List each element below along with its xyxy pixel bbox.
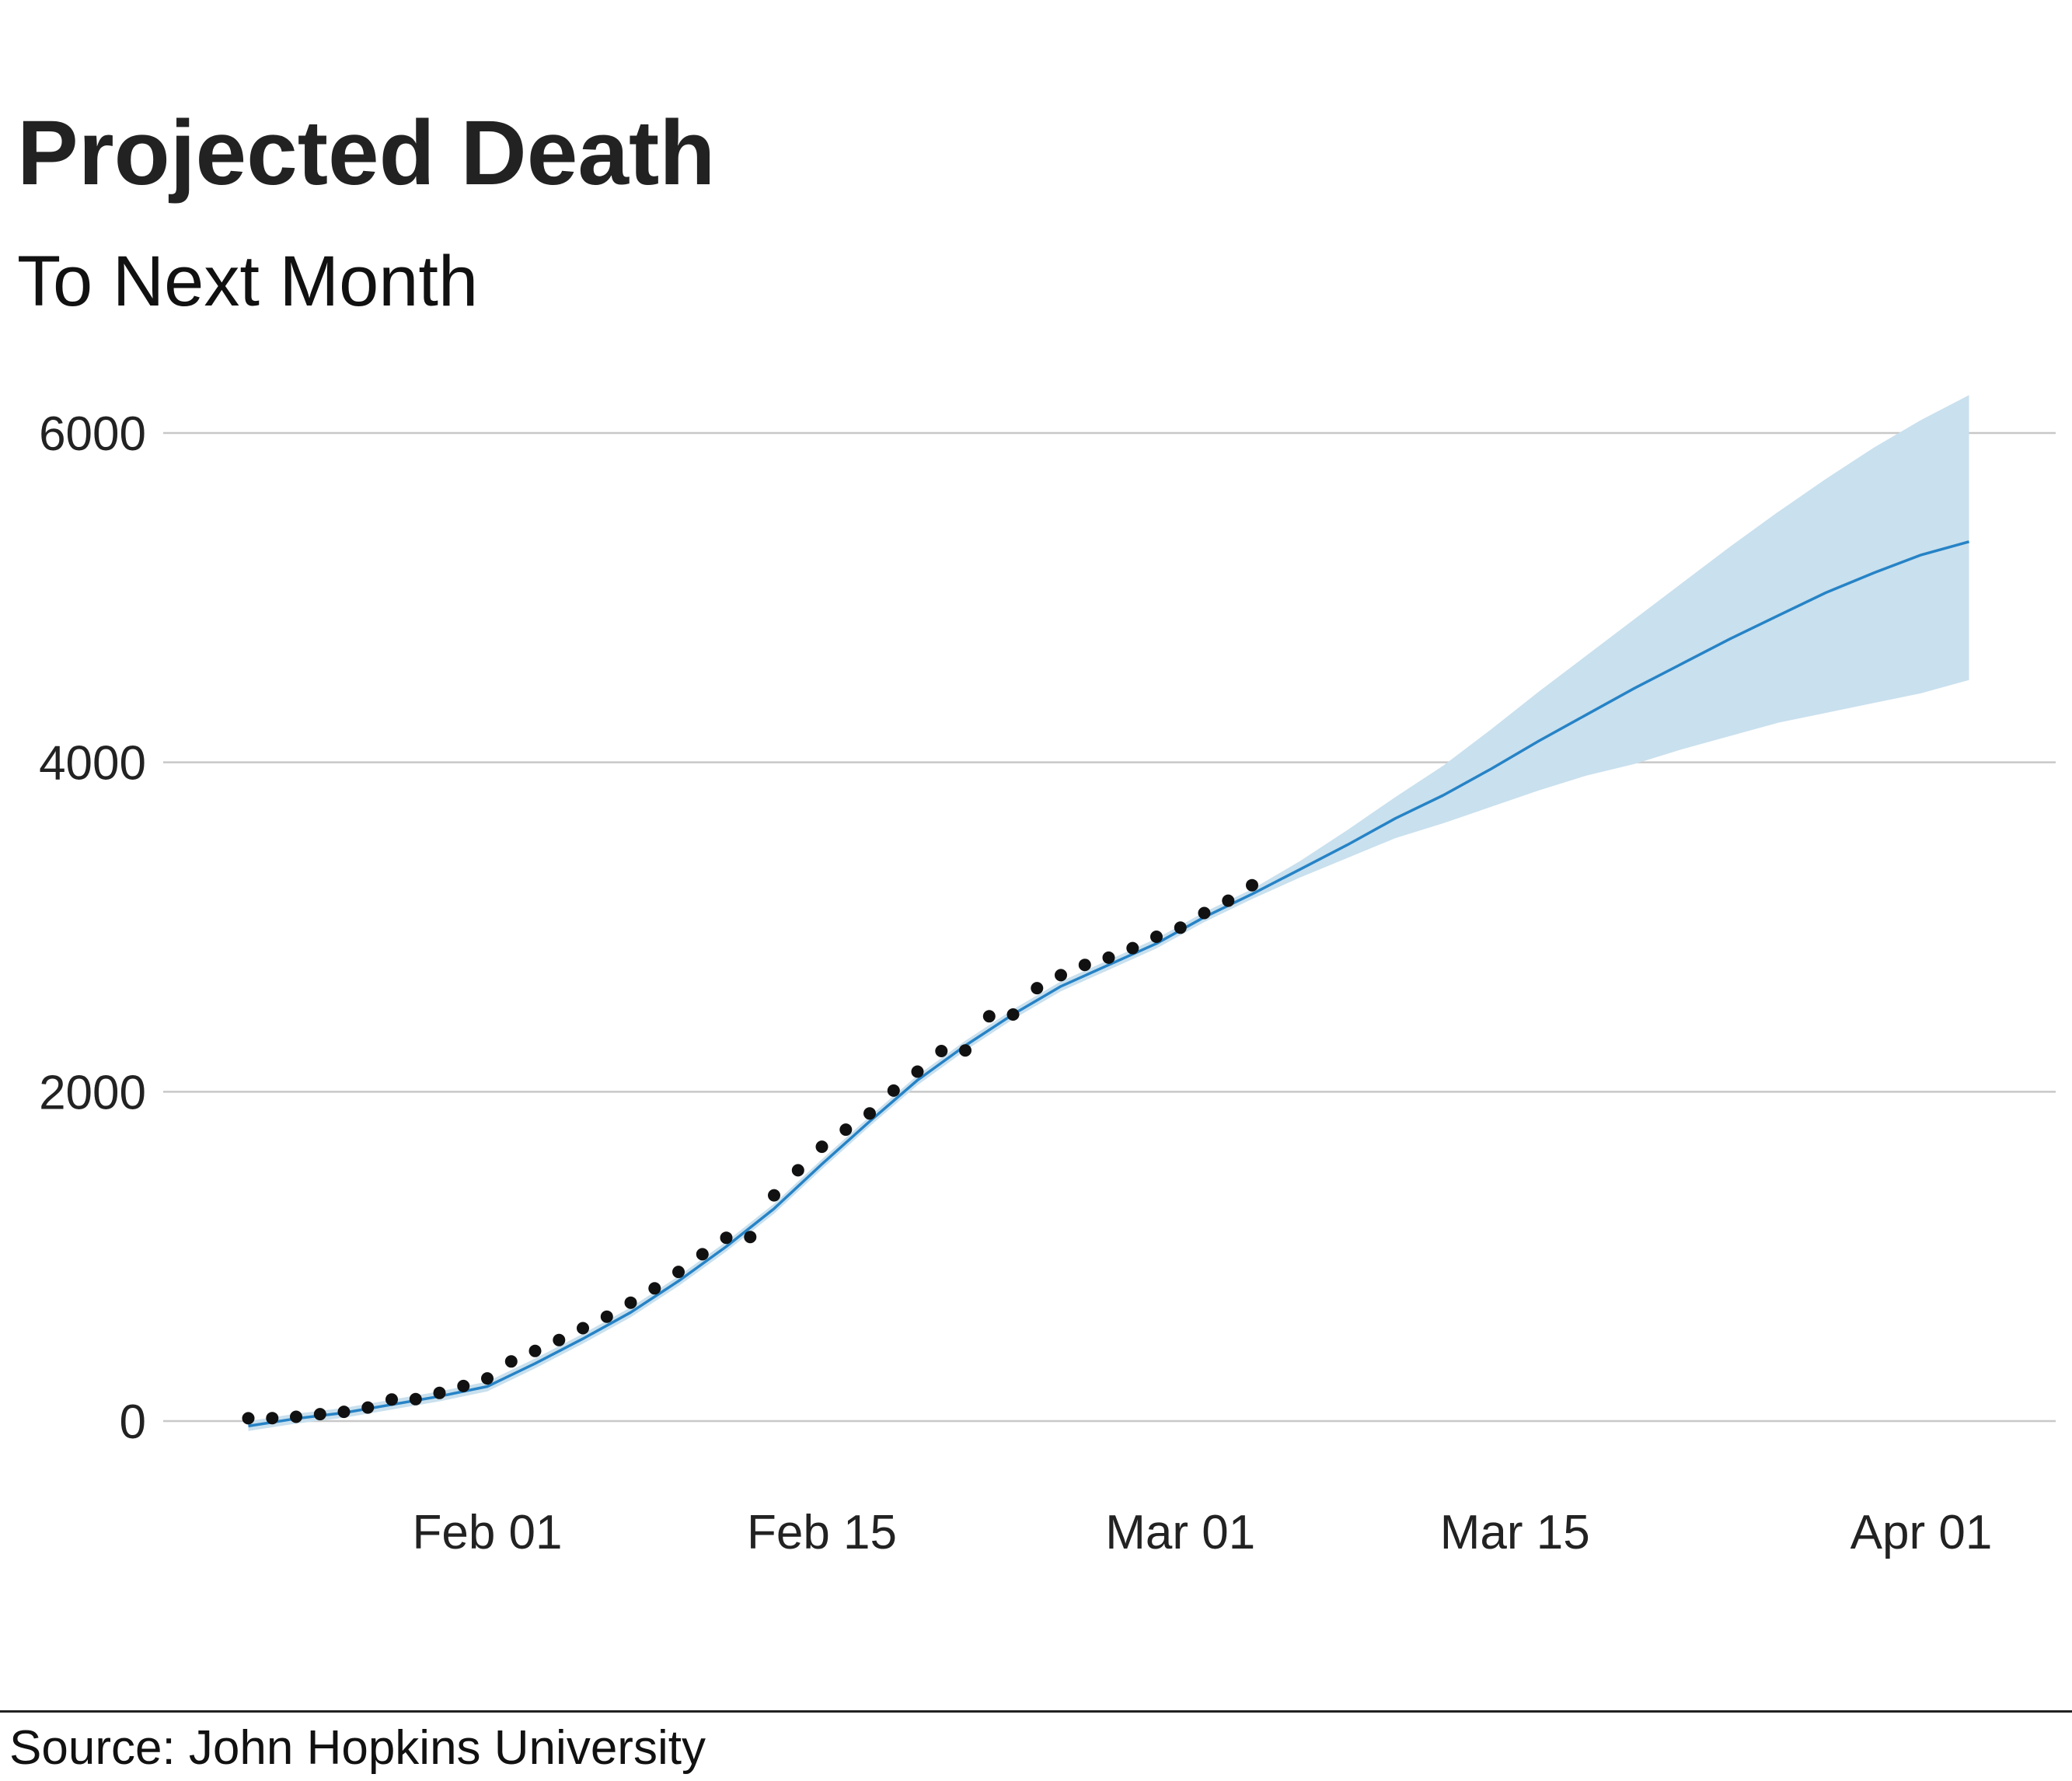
x-tick-label: Mar 01 [1105,1506,1255,1559]
x-axis-ticks: Feb 01 Feb 15 Mar 01 Mar 15 Apr 01 [412,1506,1992,1559]
y-tick-label: 6000 [39,407,146,461]
source-caption: Source: John Hopkins University [9,1721,706,1775]
observed-point [1031,982,1044,995]
observed-point [553,1333,566,1346]
observed-point [648,1282,661,1295]
observed-point [911,1065,924,1078]
observed-point [887,1084,900,1097]
observed-point [959,1044,971,1057]
observed-point [290,1410,302,1423]
x-tick-label: Feb 01 [412,1506,562,1559]
observed-point [768,1189,780,1202]
observed-point [1246,878,1258,892]
observed-point [1006,1008,1020,1021]
confidence-band [248,395,1969,1431]
observed-point [1055,969,1067,982]
observed-point [457,1379,470,1392]
observed-point [1102,951,1115,964]
y-axis-ticks: 0 2000 4000 6000 [39,407,146,1449]
observed-point [863,1107,876,1120]
observed-points-layer [242,878,1258,1425]
x-tick-label: Feb 15 [747,1506,897,1559]
plot-area: 0 2000 4000 6000 Feb 01 Feb 15 Mar 01 Mar 15 Ap… [39,395,2056,1559]
observed-point [337,1406,351,1419]
x-tick-label: Mar 15 [1440,1506,1590,1559]
observed-point [720,1231,733,1245]
observed-point [1150,931,1163,943]
observed-point [361,1401,375,1414]
observed-point [1198,906,1211,920]
observed-point [839,1123,853,1137]
observed-point [744,1231,757,1244]
observed-point [815,1140,828,1154]
observed-point [791,1164,804,1177]
y-tick-label: 2000 [39,1066,146,1119]
chart-title: Projected Death [17,102,716,204]
observed-point [313,1408,326,1421]
observed-point [672,1266,685,1279]
observed-point [504,1355,518,1368]
observed-point [1222,894,1235,907]
confidence-band-layer [248,395,1969,1431]
observed-point [242,1412,255,1425]
chart-subtitle: To Next Month [17,242,479,321]
observed-point [433,1386,446,1399]
footer-divider [0,1710,2072,1713]
observed-point [409,1392,422,1406]
observed-point [982,1010,996,1023]
y-tick-label: 4000 [39,737,146,791]
observed-point [1174,921,1187,934]
projection-line [248,540,1969,1428]
observed-point [1078,959,1091,972]
observed-point [696,1248,709,1261]
observed-point [385,1393,398,1406]
observed-point [600,1310,613,1323]
observed-point [528,1344,542,1357]
x-tick-label: Apr 01 [1850,1506,1993,1559]
observed-point [624,1296,637,1309]
grid-layer [163,431,2056,1423]
projection-line-layer [248,540,1969,1428]
observed-point [1126,941,1139,955]
observed-point [935,1045,948,1057]
observed-point [266,1412,279,1425]
observed-point [481,1372,494,1385]
observed-point [577,1322,589,1335]
y-tick-label: 0 [120,1395,146,1449]
